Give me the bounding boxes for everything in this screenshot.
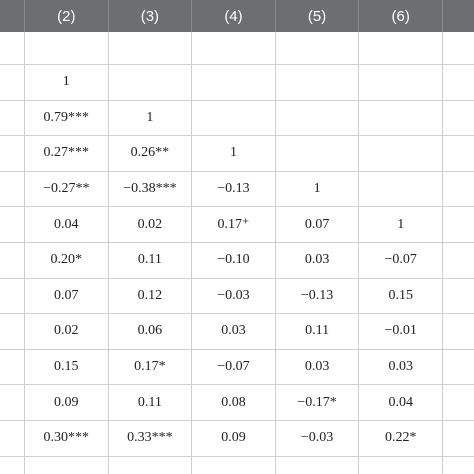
header-cell: (	[443, 0, 474, 32]
table-cell: 0.79***	[25, 100, 109, 137]
table-cell	[0, 171, 25, 208]
table-cell	[0, 243, 25, 279]
table-cell: 0.07	[25, 278, 109, 315]
table-cell	[0, 65, 25, 101]
table-cell: 0.11	[108, 385, 193, 421]
table-cell: 0.33***	[108, 421, 193, 457]
table-cell: 0.03	[192, 314, 276, 350]
table-cell	[443, 457, 474, 474]
table-cell: 0	[443, 350, 474, 386]
table-cell: 0.04	[25, 207, 109, 243]
table-cell: 0.03	[275, 349, 360, 386]
table-cell: 0	[443, 279, 474, 315]
table-cell: 1	[25, 65, 109, 101]
table-cell: −0.03	[192, 278, 276, 315]
table-cell: −0.01	[359, 314, 443, 350]
table-cell: 1	[192, 136, 276, 172]
table-cell	[275, 136, 360, 172]
table-cell	[443, 172, 474, 208]
table-cell	[192, 100, 276, 137]
table-cell	[0, 314, 25, 350]
table-cell	[443, 243, 474, 279]
table-cell: −0.17*	[275, 385, 360, 421]
table-cell	[108, 65, 193, 101]
table-cell	[0, 207, 25, 243]
table-cell	[443, 32, 474, 65]
table-cell: 1	[359, 207, 443, 243]
table-cell: −0.07	[359, 243, 443, 279]
table-cell: 1	[275, 171, 360, 208]
table-cell	[0, 136, 25, 172]
table-cell: −0.07	[192, 349, 276, 386]
table-cell	[25, 456, 109, 474]
table-cell	[359, 32, 443, 65]
table-cell: −0.27**	[25, 171, 109, 208]
table-cell: 0.15	[25, 349, 109, 386]
header-cell: (2)	[25, 0, 109, 32]
table-cell	[0, 278, 25, 315]
table-cell: 0.03	[275, 243, 360, 279]
table-cell: 0	[443, 314, 474, 350]
table-cell	[0, 32, 25, 65]
table-cell: 0.17*	[108, 349, 193, 386]
header-cell: (6)	[359, 0, 443, 32]
table-cell	[0, 421, 25, 457]
table-cell: 0.07	[275, 207, 360, 243]
table-cell: 1	[108, 100, 193, 137]
table-cell: 0.03	[359, 349, 443, 386]
table-cell	[275, 65, 360, 101]
table-cell: 0.09	[192, 421, 276, 457]
table-cell: −0.10	[192, 243, 276, 279]
table-cell	[0, 100, 25, 137]
table-cell: 0.02	[108, 207, 193, 243]
table-cell: −0.13	[275, 278, 360, 315]
table-cell	[275, 100, 360, 137]
table-cell	[192, 65, 276, 101]
table-cell: −0.38***	[108, 171, 193, 208]
table-cell: −0.03	[275, 421, 360, 457]
table-cell: 0.15	[359, 278, 443, 315]
table-cell: 0.11	[108, 243, 193, 279]
table-cell: 0.02	[25, 314, 109, 350]
table-cell: 0.12	[108, 278, 193, 315]
table-cell	[276, 456, 360, 474]
table-cell	[25, 32, 109, 65]
table-cell	[443, 101, 474, 137]
table-cell: 0.22*	[359, 421, 443, 457]
header-cell: (5)	[275, 0, 360, 32]
table-cell	[108, 32, 193, 65]
header-cell: (4)	[192, 0, 276, 32]
table-cell	[443, 207, 474, 243]
table-cell: 0.26**	[108, 136, 193, 172]
table-cell	[443, 136, 474, 172]
table-cell: 0.08	[192, 385, 276, 421]
table-cell: 0.11	[275, 314, 360, 350]
table-cell: 0.20*	[25, 243, 109, 279]
table-cell	[192, 32, 276, 65]
table-cell	[275, 32, 360, 65]
table-cell	[0, 456, 25, 474]
table-cell: 0.17⁺	[192, 207, 276, 243]
table-cell	[443, 65, 474, 101]
table-cell: −0.13	[192, 171, 276, 208]
table-cell	[359, 65, 443, 101]
table-cell: 0.27***	[25, 136, 109, 172]
table-cell	[359, 456, 443, 474]
table-cell	[0, 349, 25, 386]
table-cell	[359, 171, 443, 208]
table-cell	[192, 456, 276, 474]
table-cell: 0.04	[359, 385, 443, 421]
header-cell: (3)	[108, 0, 193, 32]
table-cell	[359, 100, 443, 137]
table-cell: 0.09	[25, 385, 109, 421]
header-cell	[0, 0, 25, 32]
table-cell	[359, 136, 443, 172]
table-cell: 0	[443, 385, 474, 421]
table-cell: 0	[443, 421, 474, 457]
table-cell: 0.06	[108, 314, 193, 350]
table-cell	[109, 456, 193, 474]
table-cell: 0.30***	[25, 421, 109, 457]
table-cell	[0, 385, 25, 421]
